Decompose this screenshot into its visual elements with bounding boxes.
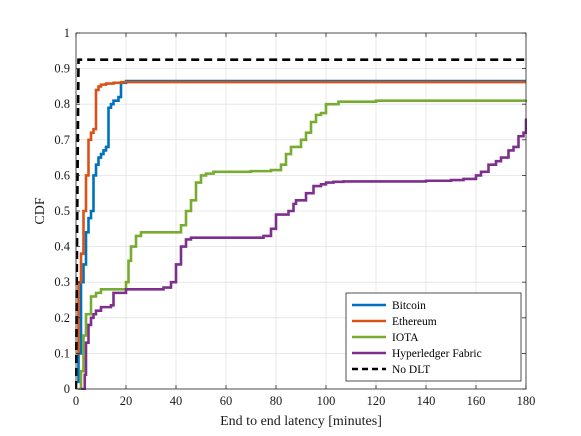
- y-tick-label: 1: [64, 26, 70, 40]
- y-axis-title: CDF: [33, 197, 48, 224]
- x-tick-label: 140: [417, 394, 436, 408]
- legend: Bitcoin Ethereum IOTA Hyperledger Fabric No …: [345, 292, 522, 382]
- x-tick-labels: 0 20 40 60 80 100 120 140 160 180: [73, 394, 536, 408]
- y-tick-label: 0.4: [54, 240, 70, 254]
- legend-label: Hyperledger Fabric: [392, 348, 482, 360]
- legend-label: IOTA: [392, 332, 419, 344]
- y-tick-label: 0.3: [54, 275, 70, 289]
- x-tick-label: 100: [317, 394, 336, 408]
- y-tick-label: 0.2: [54, 311, 70, 325]
- y-tick-label: 0.7: [54, 133, 70, 147]
- x-tick-label: 0: [73, 394, 79, 408]
- series-line-ethereum: [77, 80, 526, 355]
- y-tick-labels: 0 0.1 0.2 0.3 0.4 0.5 0.6 0.7 0.8 0.9 1: [54, 26, 70, 396]
- y-tick-label: 0.9: [54, 62, 70, 76]
- series-line-no-dlt: [75, 58, 526, 390]
- y-tick-label: 0.8: [54, 97, 70, 111]
- x-axis-title: End to end latency [minutes]: [220, 414, 382, 429]
- x-tick-label: 160: [467, 394, 486, 408]
- x-tick-label: 120: [367, 394, 386, 408]
- y-tick-label: 0.6: [54, 168, 70, 182]
- legend-label: Ethereum: [392, 316, 437, 328]
- y-tick-label: 0.5: [54, 204, 70, 218]
- legend-label: Bitcoin: [392, 300, 426, 312]
- y-tick-label: 0.1: [54, 346, 70, 360]
- series-line-iota: [78, 99, 527, 390]
- series-line-hyperledger-fabric: [81, 118, 527, 390]
- y-tick-label: 0: [64, 382, 70, 396]
- x-tick-label: 60: [220, 394, 233, 408]
- x-tick-label: 80: [270, 394, 283, 408]
- tick-marks: [75, 32, 527, 390]
- series-lines: [75, 58, 527, 390]
- x-tick-label: 40: [170, 394, 183, 408]
- series-line-bitcoin: [77, 79, 526, 384]
- legend-label: No DLT: [392, 364, 430, 376]
- x-tick-label: 20: [120, 394, 133, 408]
- x-tick-label: 180: [517, 394, 536, 408]
